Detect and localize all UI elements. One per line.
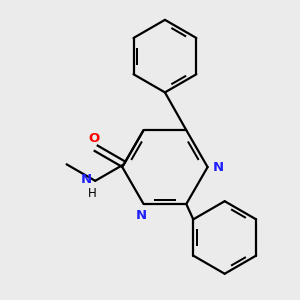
Text: N: N xyxy=(136,209,147,222)
Text: N: N xyxy=(81,173,92,186)
Text: H: H xyxy=(88,187,96,200)
Text: N: N xyxy=(213,160,224,174)
Text: O: O xyxy=(88,132,99,145)
